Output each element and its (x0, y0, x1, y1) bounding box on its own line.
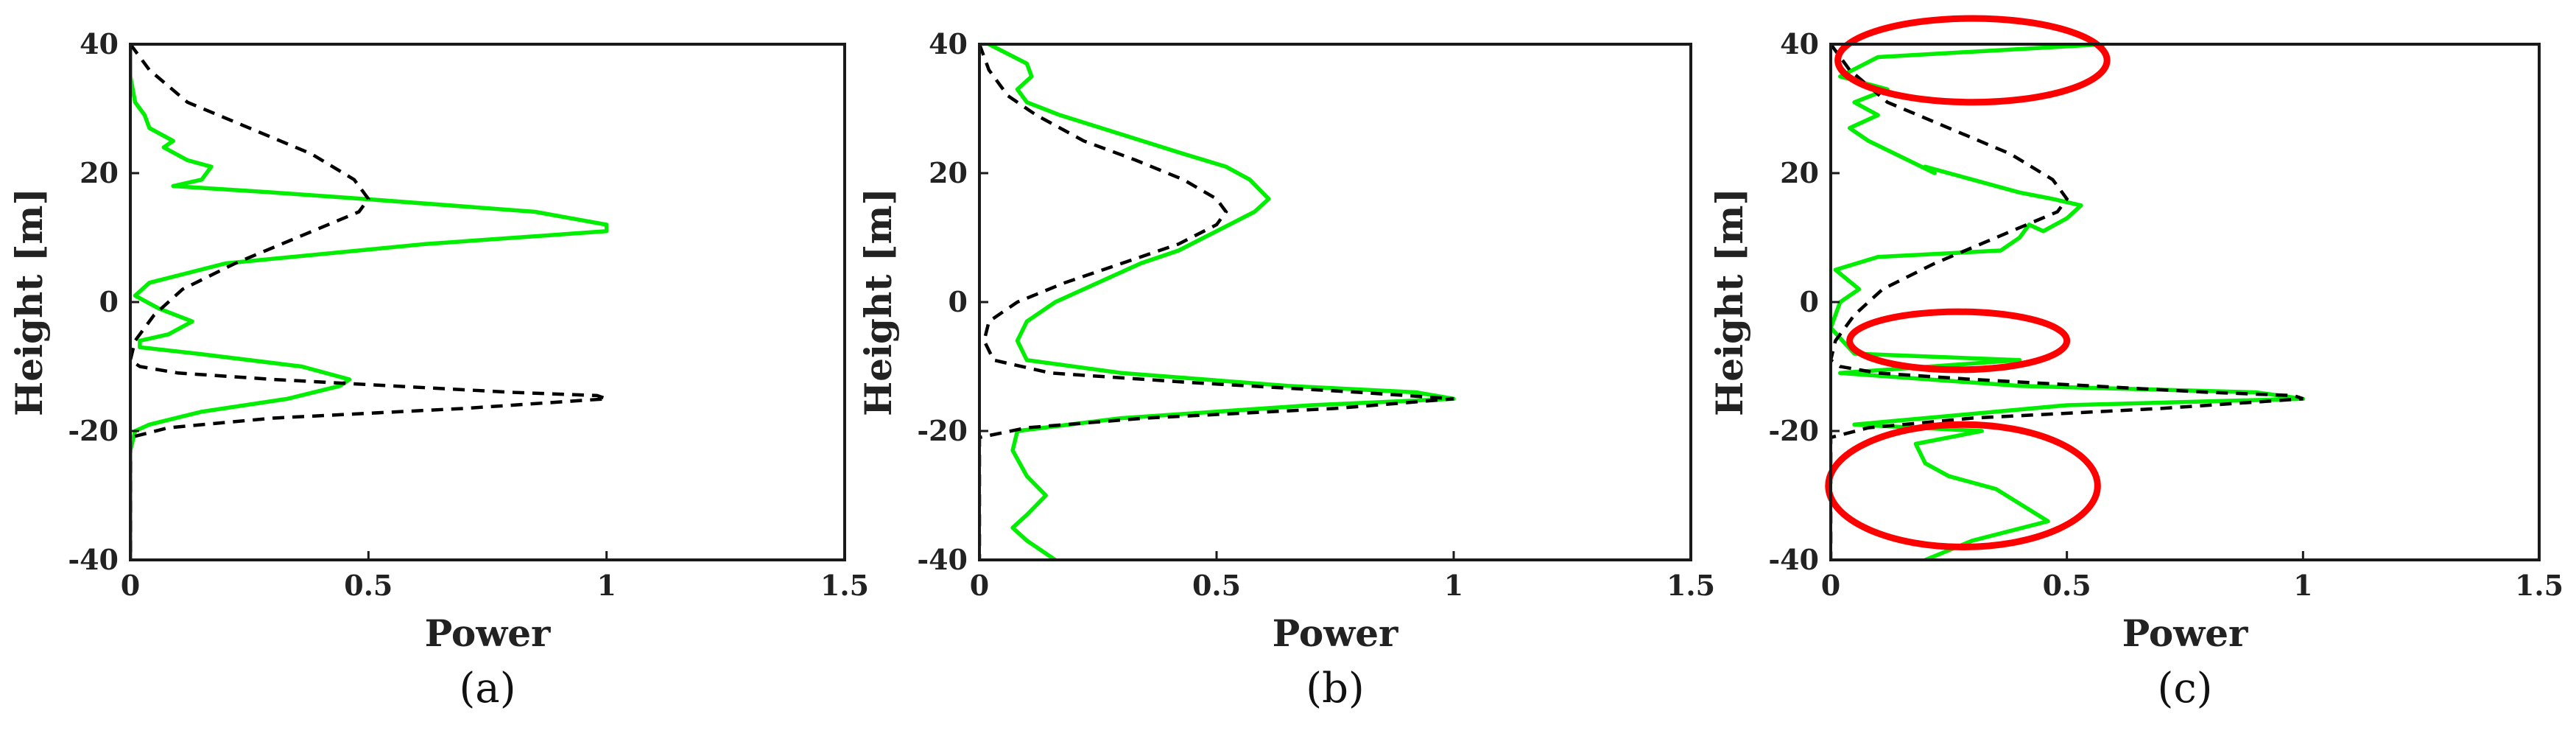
y-axis-label: Height [m] (856, 188, 900, 416)
green-series-line (130, 44, 609, 560)
y-tick-label: 40 (1780, 27, 1819, 60)
x-tick-label: 0 (121, 569, 140, 602)
y-tick-label: -20 (917, 414, 968, 447)
green-series-line (988, 44, 1456, 560)
y-tick-label: 0 (99, 285, 119, 318)
x-tick-label: 1 (2293, 569, 2312, 602)
y-tick-label: 0 (1800, 285, 1819, 318)
y-axis-label: Height [m] (7, 188, 51, 416)
y-tick-label: -20 (1768, 414, 1819, 447)
x-tick-label: 1.5 (2515, 569, 2563, 602)
x-tick-label: 1 (597, 569, 616, 602)
y-tick-label: -40 (68, 543, 119, 576)
plot-frame (1829, 43, 2541, 561)
y-tick-label: -40 (917, 543, 968, 576)
x-axis-label: Power (2122, 611, 2248, 655)
x-tick-label: 1 (1444, 569, 1463, 602)
y-tick-label: 0 (949, 285, 968, 318)
x-axis-label: Power (425, 611, 551, 655)
x-tick-label: 1.5 (1667, 569, 1715, 602)
x-tick-label: 0.5 (1192, 569, 1241, 602)
y-tick-label: 20 (80, 156, 119, 189)
panel-2: 0 0.5 1 1.5 -40 -20 0 20 40 Power Height [m] (b) (856, 27, 1715, 712)
panel-3: 0 0.5 1 1.5 -40 -20 0 20 40 Power Height [m] (c) (1708, 15, 2563, 712)
y-tick-label: -40 (1768, 543, 1819, 576)
panel-caption: (a) (459, 665, 515, 712)
y-axis-label: Height [m] (1708, 188, 1751, 416)
x-tick-label: 0.5 (344, 569, 393, 602)
dashed-series-line (1831, 44, 2304, 560)
x-axis-label: Power (1273, 611, 1398, 655)
highlight-ellipse-2 (1846, 308, 2071, 374)
panel-caption: (c) (2157, 665, 2212, 712)
x-tick-label: 0 (1821, 569, 1840, 602)
panel-caption: (b) (1306, 665, 1365, 712)
x-tick-label: 0.5 (2043, 569, 2091, 602)
dashed-series-line (979, 44, 1454, 560)
dashed-series-line (130, 44, 608, 560)
x-tick-label: 1.5 (820, 569, 869, 602)
y-tick-label: 20 (1780, 156, 1819, 189)
highlight-ellipse-3 (1825, 421, 2101, 550)
plot-frame (129, 43, 846, 561)
x-tick-label: 0 (970, 569, 989, 602)
y-tick-label: 40 (80, 27, 119, 60)
y-tick-label: 40 (929, 27, 968, 60)
green-series-line (1831, 44, 2306, 560)
y-tick-label: 20 (929, 156, 968, 189)
y-tick-label: -20 (68, 414, 119, 447)
highlight-ellipse-1 (1834, 15, 2111, 106)
panel-1: 0 0.5 1 1.5 -40 -20 0 20 40 Power Height [m] (a) (7, 27, 869, 712)
